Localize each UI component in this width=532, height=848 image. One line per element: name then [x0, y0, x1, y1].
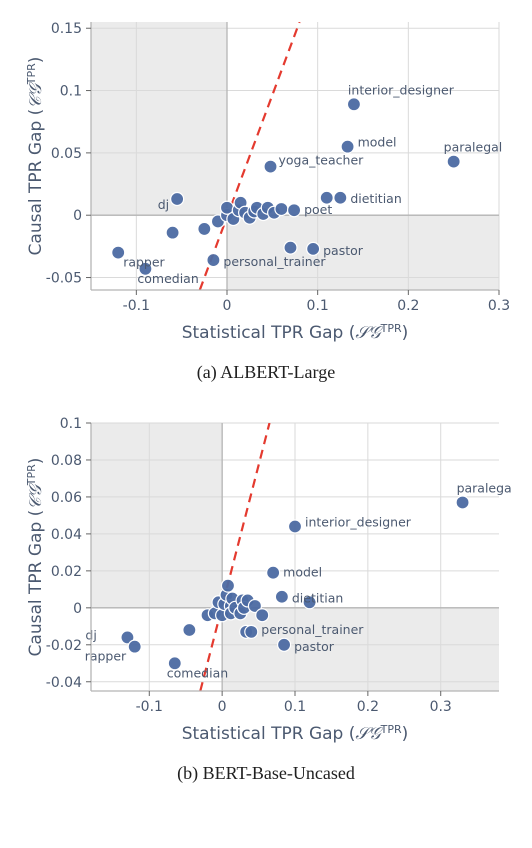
- svg-text:paralegal: paralegal: [444, 140, 503, 155]
- svg-text:0: 0: [218, 699, 227, 715]
- scatter-plot-a: dj rappercomedian personal_trainer yoga_tea…: [21, 10, 511, 350]
- svg-text:-0.02: -0.02: [46, 638, 82, 654]
- svg-text:comedian: comedian: [167, 665, 228, 680]
- svg-text:rapper: rapper: [123, 255, 165, 270]
- svg-text:model: model: [358, 135, 397, 150]
- svg-text:0.2: 0.2: [357, 699, 379, 715]
- svg-text:0: 0: [223, 298, 232, 314]
- scatter-plot-b: djrappercomedianpersonal_trainermodeldie…: [21, 411, 511, 751]
- svg-text:interior_designer: interior_designer: [348, 82, 455, 97]
- svg-text:comedian: comedian: [137, 271, 198, 286]
- svg-text:personal_trainer: personal_trainer: [261, 622, 364, 637]
- svg-text:0.08: 0.08: [51, 453, 82, 469]
- svg-text:-0.04: -0.04: [46, 675, 82, 691]
- svg-text:pastor: pastor: [323, 243, 364, 258]
- svg-text:0.3: 0.3: [430, 699, 452, 715]
- svg-text:personal_trainer: personal_trainer: [223, 254, 326, 269]
- svg-text:0.15: 0.15: [51, 21, 82, 37]
- svg-text:dietitian: dietitian: [350, 191, 401, 206]
- svg-text:0.06: 0.06: [51, 490, 82, 506]
- svg-text:0.2: 0.2: [397, 298, 419, 314]
- svg-text:0.1: 0.1: [60, 84, 82, 100]
- svg-text:pastor: pastor: [294, 639, 335, 654]
- svg-text:0.3: 0.3: [488, 298, 510, 314]
- caption-a: (a) ALBERT-Large: [197, 362, 335, 383]
- svg-text:0: 0: [73, 601, 82, 617]
- svg-text:Causal TPR Gap (𝒞𝒢TPR): Causal TPR Gap (𝒞𝒢TPR): [25, 458, 47, 657]
- caption-b: (b) BERT-Base-Uncased: [177, 763, 355, 784]
- svg-text:dietitian: dietitian: [292, 591, 343, 606]
- svg-text:0.1: 0.1: [60, 416, 82, 432]
- svg-text:0.02: 0.02: [51, 564, 82, 580]
- svg-text:paralegal: paralegal: [457, 480, 511, 495]
- svg-text:-0.1: -0.1: [123, 298, 150, 314]
- panel-b: djrappercomedianpersonal_trainermodeldie…: [0, 401, 532, 802]
- svg-text:Causal TPR Gap (𝒞𝒢TPR): Causal TPR Gap (𝒞𝒢TPR): [25, 57, 47, 256]
- svg-text:model: model: [283, 565, 322, 580]
- svg-text:0: 0: [73, 208, 82, 224]
- svg-text:yoga_teacher: yoga_teacher: [279, 153, 365, 168]
- svg-text:0.04: 0.04: [51, 527, 82, 543]
- svg-text:-0.05: -0.05: [46, 271, 82, 287]
- panel-a: dj rappercomedian personal_trainer yoga_tea…: [0, 0, 532, 401]
- svg-text:poet: poet: [304, 202, 332, 217]
- svg-text:interior_designer: interior_designer: [305, 515, 412, 530]
- svg-text:Statistical TPR Gap (𝒮𝒢TPR): Statistical TPR Gap (𝒮𝒢TPR): [182, 322, 409, 344]
- svg-text:0.1: 0.1: [307, 298, 329, 314]
- svg-text:0.1: 0.1: [284, 699, 306, 715]
- svg-text:0.05: 0.05: [51, 146, 82, 162]
- svg-text:dj: dj: [158, 197, 169, 212]
- svg-text:-0.1: -0.1: [136, 699, 163, 715]
- svg-text:Statistical TPR Gap (𝒮𝒢TPR): Statistical TPR Gap (𝒮𝒢TPR): [182, 723, 409, 745]
